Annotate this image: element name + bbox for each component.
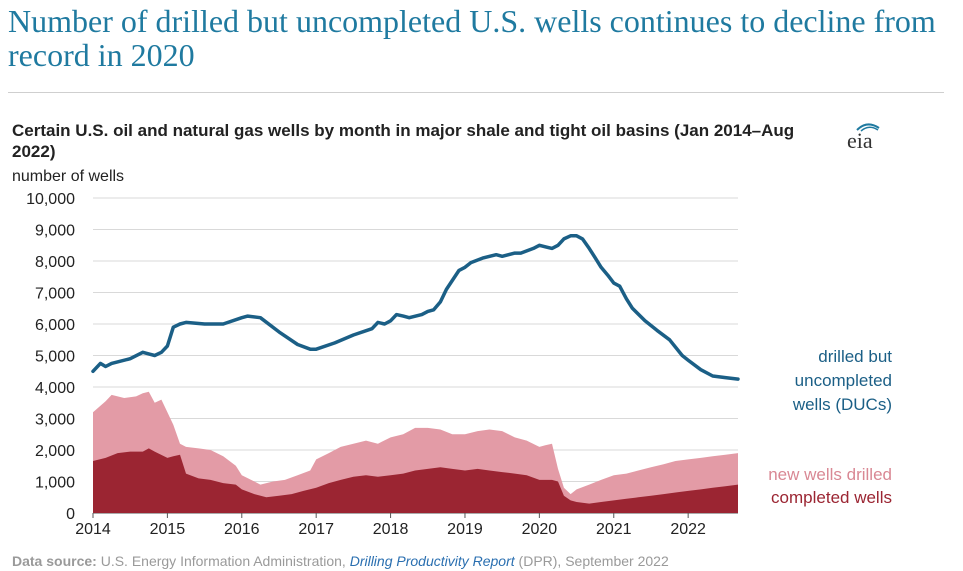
x-tick-label: 2020 xyxy=(522,521,558,538)
y-tick-label: 9,000 xyxy=(35,223,75,240)
y-tick-label: 0 xyxy=(66,506,75,523)
y-tick-label: 3,000 xyxy=(35,412,75,429)
y-tick-label: 10,000 xyxy=(26,191,75,208)
eia-logo: eia xyxy=(847,123,880,152)
x-tick-labels: 2014 2015 2016 2017 2018 2019 2020 2021 2022 xyxy=(75,513,706,538)
chart-canvas: 0 1,000 2,000 3,000 4,000 5,000 6,000 7,000 8,00… xyxy=(26,191,892,538)
y-tick-label: 4,000 xyxy=(35,380,75,397)
y-tick-label: 1,000 xyxy=(35,475,75,492)
source-agency: U.S. Energy Information Administration, xyxy=(100,553,346,569)
series-labels: drilled but uncompleted wells (DUCs) new we… xyxy=(768,347,892,507)
headline: Number of drilled but uncompleted U.S. w… xyxy=(8,3,936,73)
y-tick-label: 7,000 xyxy=(35,286,75,303)
label-completed-wells: completed wells xyxy=(771,488,892,507)
x-tick-label: 2015 xyxy=(150,521,186,538)
line-layers xyxy=(91,234,740,381)
source-label: Data source: xyxy=(12,553,97,569)
y-tick-labels: 0 1,000 2,000 3,000 4,000 5,000 6,000 7,000 8,00… xyxy=(26,191,75,523)
area-layers xyxy=(93,391,738,513)
x-tick-label: 2019 xyxy=(447,521,483,538)
y-tick-label: 8,000 xyxy=(35,254,75,271)
area-completed-wells xyxy=(93,448,738,513)
x-tick-label: 2022 xyxy=(670,521,706,538)
line-duc-wells xyxy=(91,234,740,381)
y-axis-label: number of wells xyxy=(12,168,125,185)
area-new-wells-drilled xyxy=(93,391,738,513)
label-duc-wells: drilled but xyxy=(818,347,892,366)
divider xyxy=(8,92,944,93)
source-suffix: (DPR), September 2022 xyxy=(518,553,669,569)
label-new-wells: new wells drilled xyxy=(768,465,892,484)
label-duc-wells: uncompleted xyxy=(795,371,892,390)
y-tick-label: 2,000 xyxy=(35,443,75,460)
x-tick-label: 2014 xyxy=(75,521,111,538)
x-tick-label: 2016 xyxy=(224,521,260,538)
y-tick-label: 6,000 xyxy=(35,317,75,334)
chart-title: Certain U.S. oil and natural gas wells b… xyxy=(12,121,795,161)
x-tick-label: 2021 xyxy=(596,521,632,538)
x-tick-label: 2017 xyxy=(298,521,334,538)
logo-text: eia xyxy=(847,128,873,152)
y-tick-label: 5,000 xyxy=(35,349,75,366)
x-tick-label: 2018 xyxy=(373,521,409,538)
source-report-link[interactable]: Drilling Productivity Report xyxy=(349,553,515,569)
label-duc-wells: wells (DUCs) xyxy=(792,395,892,414)
data-source: Data source: U.S. Energy Information Adm… xyxy=(12,553,952,569)
